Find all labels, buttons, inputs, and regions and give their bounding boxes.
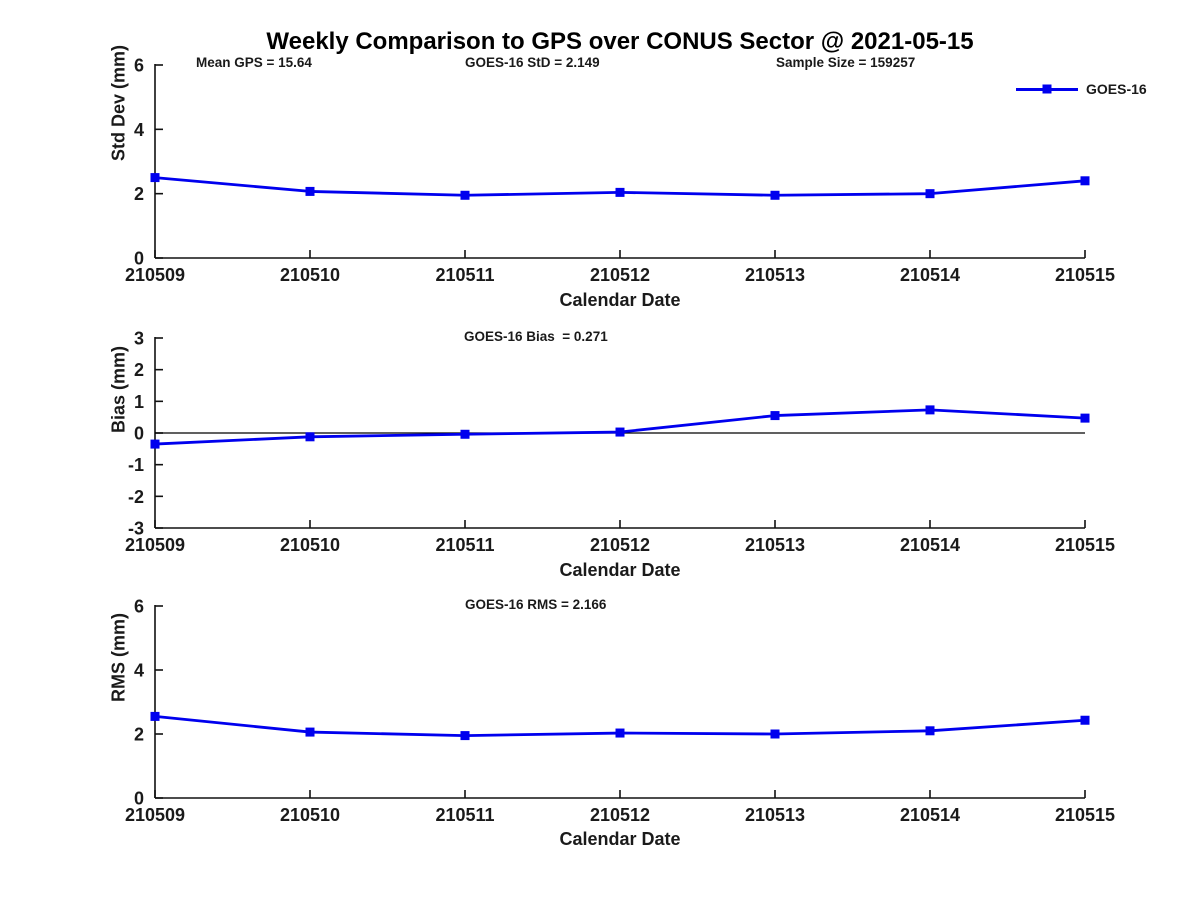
svg-text:210512: 210512 — [590, 265, 650, 285]
svg-text:-3: -3 — [128, 519, 144, 539]
svg-text:210515: 210515 — [1055, 535, 1115, 555]
legend: GOES-16 — [1016, 81, 1147, 97]
legend-line-sample — [1016, 84, 1078, 94]
calendar-date-label-top: Calendar Date — [559, 290, 681, 310]
svg-text:0: 0 — [134, 789, 144, 809]
svg-text:210512: 210512 — [590, 535, 650, 555]
legend-label: GOES-16 — [1086, 81, 1147, 97]
svg-text:4: 4 — [134, 120, 144, 140]
svg-text:3: 3 — [134, 329, 144, 349]
svg-text:210511: 210511 — [435, 805, 494, 825]
svg-text:210513: 210513 — [745, 535, 805, 555]
svg-text:210513: 210513 — [745, 265, 805, 285]
calendar-date-label-middle: Calendar Date — [559, 560, 681, 580]
svg-text:0: 0 — [134, 424, 144, 444]
calendar-date-label-bottom: Calendar Date — [559, 829, 681, 849]
goes16-bias-annotation: GOES-16 Bias = 0.271 — [464, 329, 608, 344]
svg-text:210514: 210514 — [900, 805, 960, 825]
svg-text:6: 6 — [134, 597, 144, 617]
svg-text:210513: 210513 — [745, 805, 805, 825]
goes16-std-annotation: GOES-16 StD = 2.149 — [465, 55, 600, 70]
svg-text:-2: -2 — [128, 487, 144, 507]
svg-text:210509: 210509 — [125, 265, 185, 285]
svg-text:2: 2 — [134, 725, 144, 745]
svg-text:0: 0 — [134, 249, 144, 269]
svg-text:210510: 210510 — [280, 265, 340, 285]
svg-text:6: 6 — [134, 56, 144, 76]
svg-text:210509: 210509 — [125, 535, 185, 555]
mean-gps-annotation: Mean GPS = 15.64 — [196, 55, 312, 70]
svg-text:210514: 210514 — [900, 535, 960, 555]
svg-text:210511: 210511 — [435, 265, 494, 285]
svg-text:210511: 210511 — [435, 535, 494, 555]
svg-text:210510: 210510 — [280, 535, 340, 555]
svg-text:2: 2 — [134, 360, 144, 380]
svg-text:1: 1 — [134, 392, 144, 412]
svg-text:210509: 210509 — [125, 805, 185, 825]
svg-text:210515: 210515 — [1055, 805, 1115, 825]
svg-text:210515: 210515 — [1055, 265, 1115, 285]
svg-text:210510: 210510 — [280, 805, 340, 825]
svg-text:210514: 210514 — [900, 265, 960, 285]
svg-text:-1: -1 — [128, 455, 144, 475]
svg-text:2: 2 — [134, 184, 144, 204]
sample-size-annotation: Sample Size = 159257 — [776, 55, 916, 70]
svg-text:210512: 210512 — [590, 805, 650, 825]
figure-title: Weekly Comparison to GPS over CONUS Sect… — [266, 28, 974, 55]
goes16-rms-annotation: GOES-16 RMS = 2.166 — [465, 597, 607, 612]
legend-square-marker-icon — [1042, 84, 1052, 94]
svg-text:4: 4 — [134, 661, 144, 681]
